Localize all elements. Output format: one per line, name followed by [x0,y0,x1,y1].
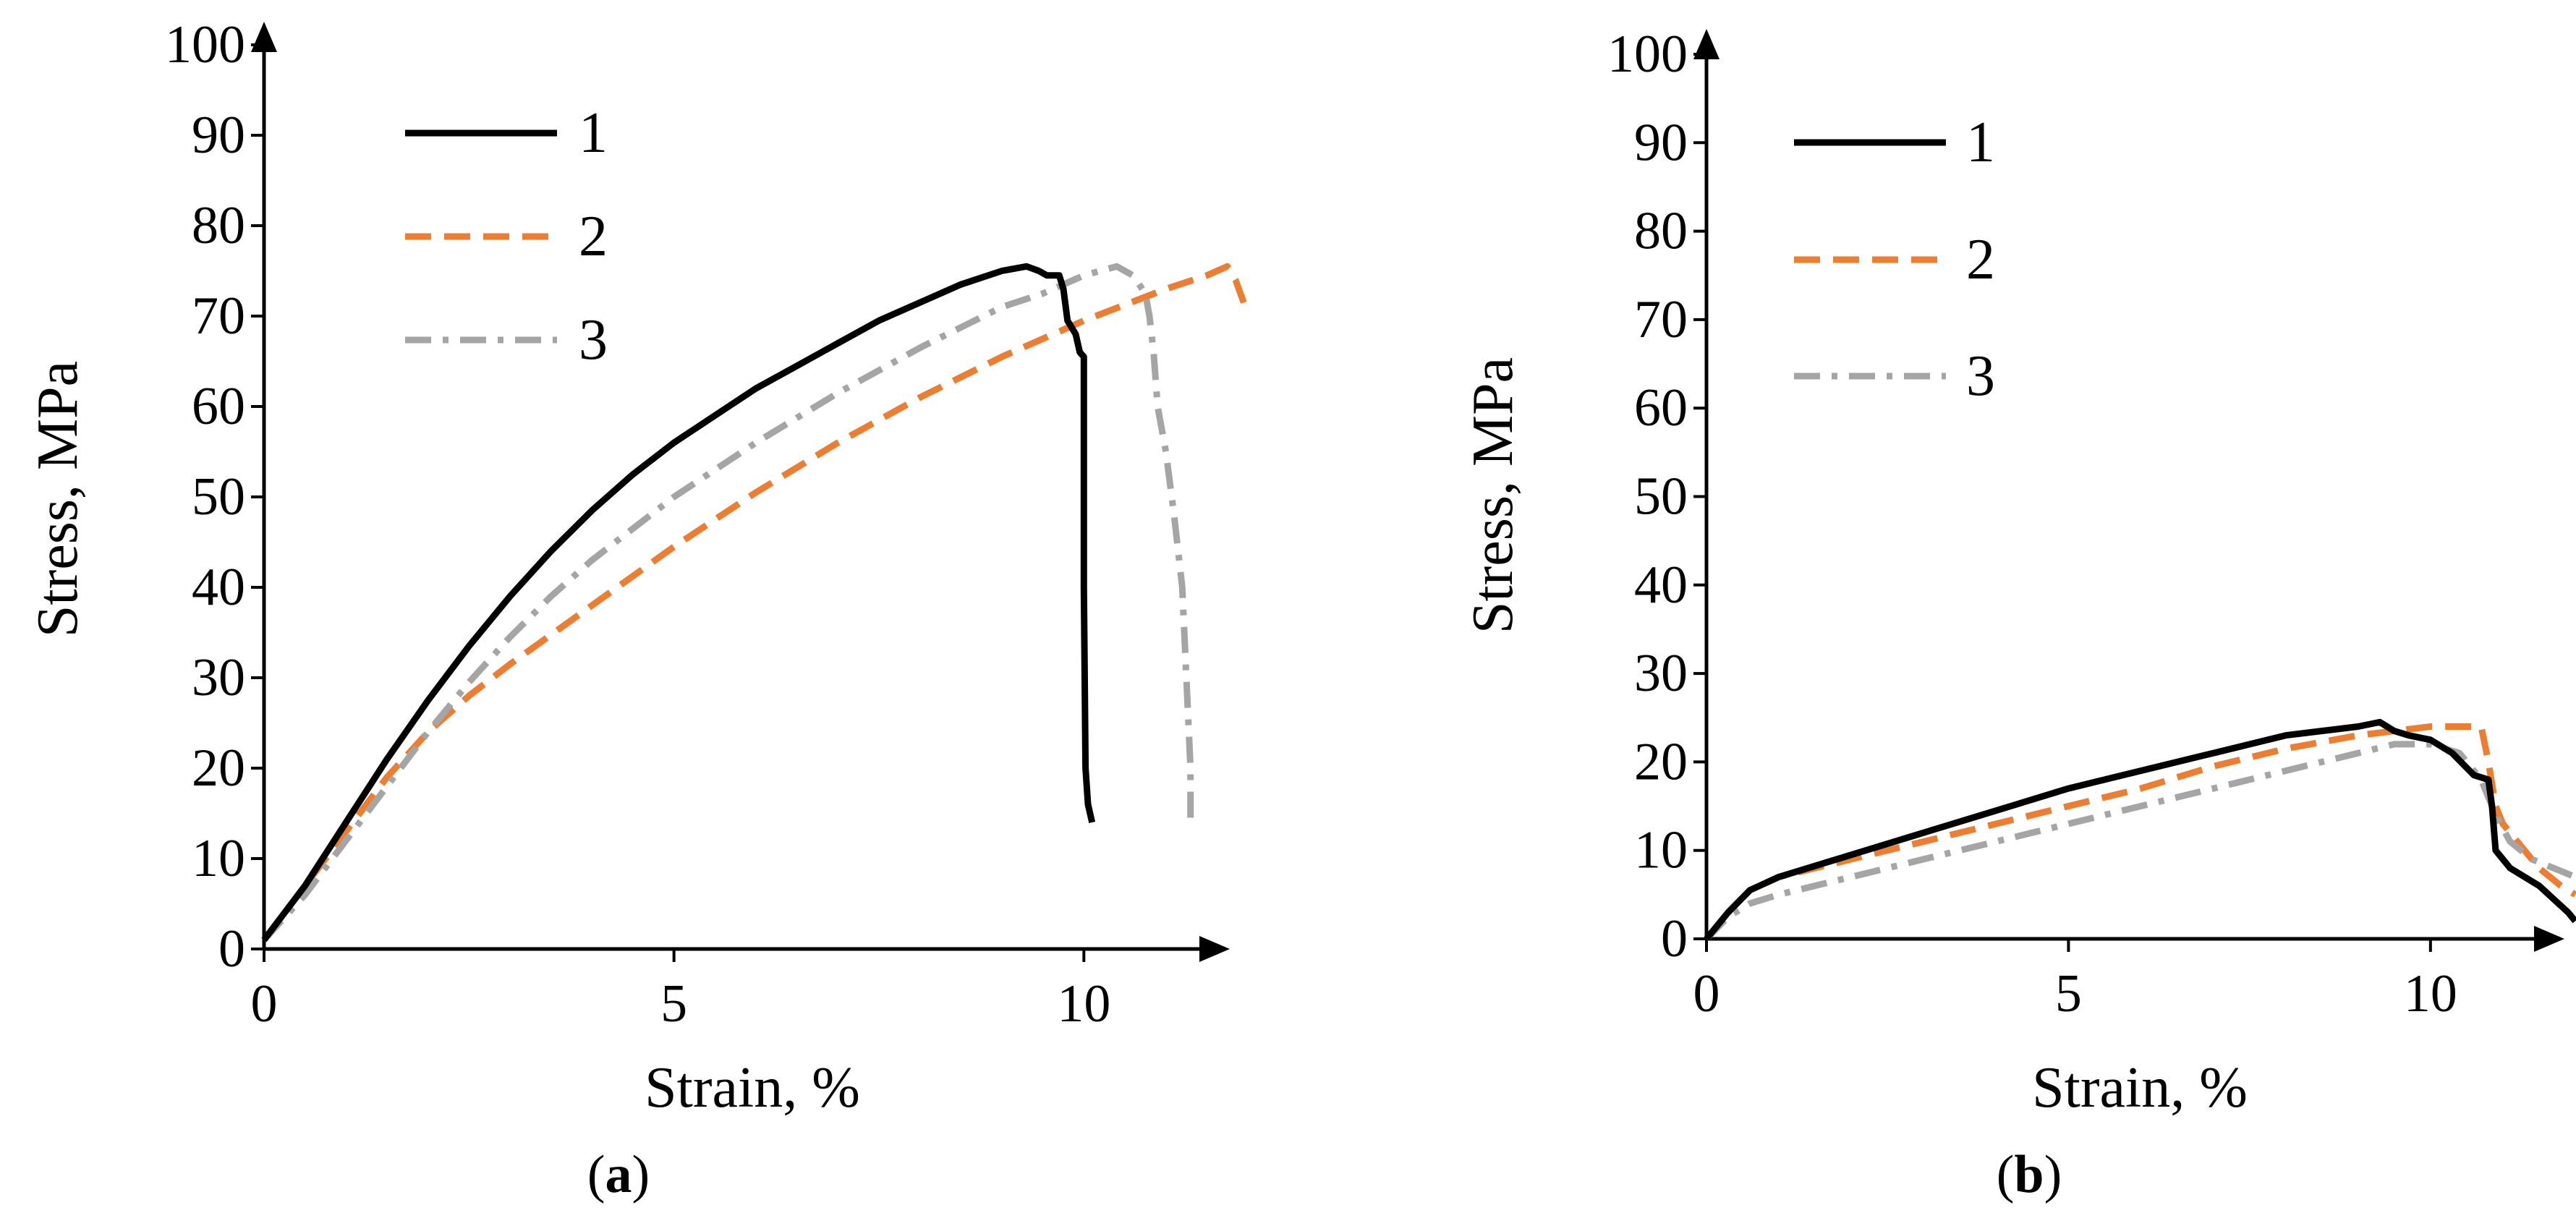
y-tick-label: 30 [192,648,245,707]
caption-open-paren: ( [587,1145,605,1204]
x-axis-title: Strain, % [645,1056,860,1120]
y-tick-label: 40 [1634,555,1688,615]
series-1-line [1704,718,2576,941]
y-axis-arrow [1693,29,1720,59]
y-axis-arrow [251,22,277,52]
panel-b-chart: 0 10 20 30 40 50 60 70 80 90 100 0 5 10 Stress, MPa Str… [1461,25,2576,1204]
plot-area [261,263,1247,942]
legend-label-2: 2 [579,205,608,268]
legend: 1 2 3 [1794,111,1995,408]
panel-caption: (b) [1997,1145,2062,1204]
x-axis-arrow [2534,926,2564,952]
x-tick-label: 10 [1057,974,1110,1034]
caption-letter: b [2014,1145,2044,1204]
y-tick-label: 0 [1661,909,1688,969]
x-axis-arrow [1199,936,1230,962]
y-tick-label: 40 [192,558,245,617]
caption-letter: a [605,1145,632,1204]
y-tick-label: 50 [192,467,245,527]
y-axis-title: Stress, MPa [1461,357,1525,634]
legend-label-1: 1 [1966,111,1995,174]
caption-close-paren: ) [2044,1145,2062,1204]
x-axis-title: Strain, % [2032,1056,2248,1120]
legend-label-2: 2 [1966,228,1995,291]
y-tick-label: 20 [1634,732,1688,791]
series-1-line [261,263,1096,942]
y-tick-label: 100 [1607,25,1688,84]
x-tick-label: 10 [2404,964,2457,1023]
series-2-line [261,263,1247,942]
series-3-line [1704,741,2576,942]
legend-label-3: 3 [579,308,608,372]
y-tick-label: 70 [1634,290,1688,349]
y-tick-label: 80 [1634,202,1688,261]
panel-caption: (a) [587,1145,650,1204]
caption-open-paren: ( [1997,1145,2015,1204]
y-axis-title: Stress, MPa [26,361,90,637]
plot-area [1704,718,2576,942]
y-tick-label: 30 [1634,644,1688,703]
y-tick-label: 50 [1634,467,1688,527]
y-tick-label: 90 [1634,113,1688,172]
y-tick-label: 80 [192,196,245,255]
y-tick-label: 100 [165,15,245,75]
x-tick-label: 5 [660,974,687,1034]
legend: 1 2 3 [405,101,608,372]
series-2-line [1704,723,2576,941]
legend-label-3: 3 [1966,344,1995,408]
y-tick-label: 10 [192,829,245,888]
caption-close-paren: ) [632,1145,650,1204]
y-tick-label: 70 [192,286,245,346]
y-tick-label: 90 [192,106,245,165]
panel-a-chart: 0 10 20 30 40 50 60 70 80 90 100 0 5 10 Stress, MPa Str… [26,15,1247,1204]
y-tick-label: 0 [218,919,245,979]
legend-label-1: 1 [579,101,608,165]
y-tick-label: 60 [1634,378,1688,438]
y-tick-label: 60 [192,377,245,436]
x-tick-label: 5 [2055,964,2082,1023]
x-tick-label: 0 [1693,964,1720,1023]
series-3-line [261,263,1194,942]
y-tick-label: 20 [192,738,245,798]
x-tick-label: 0 [251,974,278,1034]
y-tick-label: 10 [1634,821,1688,880]
